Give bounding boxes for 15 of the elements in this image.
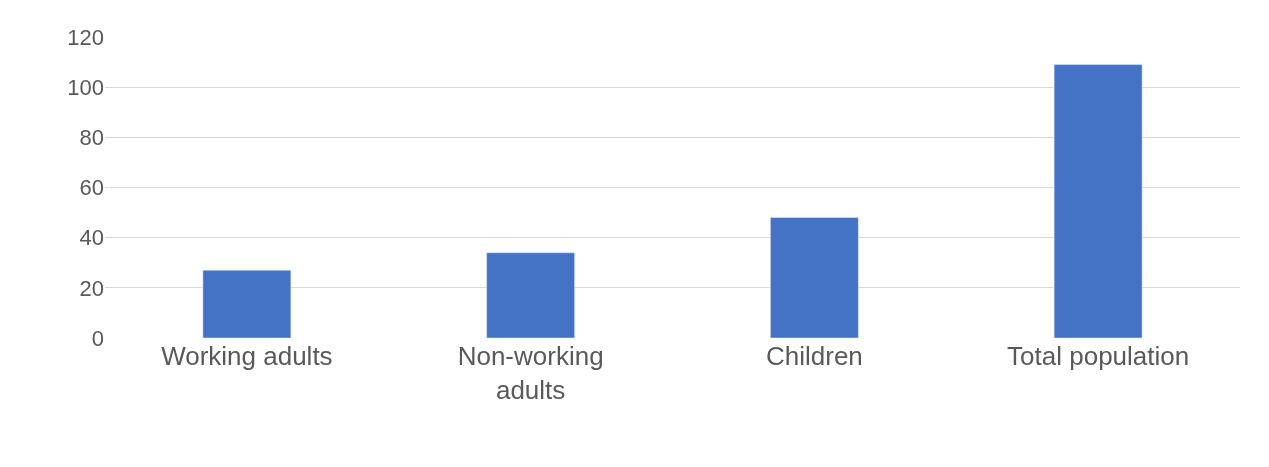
y-tick-label: 120 [67,24,104,50]
x-tick-label: Children [765,341,863,371]
y-tick-label: 0 [91,325,104,351]
bar [770,217,859,338]
y-tick-label: 80 [79,125,104,151]
bar [202,270,292,338]
y-tick-label: 100 [67,74,104,100]
y-tick-label: 20 [79,275,104,301]
x-tick-label: Total population [1007,341,1190,371]
bar [1053,64,1143,338]
bar [486,252,575,338]
y-tick-label: 40 [79,225,104,251]
x-tick-label: Working adults [161,341,333,371]
x-tick-label: Non-working adults [457,341,604,405]
y-tick-label: 60 [79,175,104,201]
